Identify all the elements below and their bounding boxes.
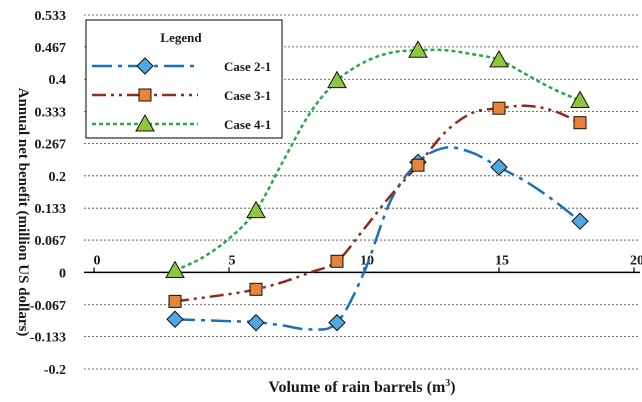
legend-marker: [136, 57, 154, 75]
y-tick-label: 0.533: [35, 9, 67, 24]
legend-label: Case 2-1: [224, 59, 271, 74]
legend-marker: [138, 88, 152, 102]
y-axis-title: Annual net benefit (million US dollars): [15, 88, 31, 337]
data-point: [489, 49, 509, 68]
y-tick-label: 0.4: [49, 73, 67, 88]
data-point: [328, 313, 346, 332]
y-tick-label: -0.2: [44, 363, 66, 378]
legend-title: Legend: [160, 30, 202, 45]
x-axis-title: Volume of rain barrels (m3): [268, 378, 455, 396]
data-point: [249, 282, 263, 296]
x-tick-label: 20: [630, 253, 642, 268]
data-point: [327, 70, 347, 89]
data-point: [571, 212, 589, 230]
series-markers: [165, 40, 590, 332]
data-point: [411, 158, 425, 172]
legend: Legend Case 2-1 Case 3-1 Case 4-1: [85, 19, 283, 139]
y-tick-label: -0.067: [30, 299, 66, 314]
y-tick-label: 0.133: [35, 202, 67, 217]
data-point: [570, 90, 590, 108]
data-point: [330, 254, 344, 268]
legend-label: Case 3-1: [224, 88, 271, 103]
legend-entries: Case 2-1 Case 3-1 Case 4-1: [92, 57, 271, 132]
data-point: [166, 310, 184, 328]
y-tick-label: 0.267: [35, 137, 67, 152]
y-tick-label: -0.133: [30, 331, 66, 346]
legend-label: Case 4-1: [224, 117, 271, 132]
data-point: [165, 260, 185, 278]
data-point: [492, 101, 506, 115]
data-point: [246, 200, 266, 219]
y-tick-label: 0.2: [49, 170, 67, 185]
series-lines: [174, 48, 581, 331]
data-point: [247, 313, 265, 332]
x-tick-label: 10: [360, 253, 374, 268]
series-line: [174, 48, 581, 272]
x-tick-label: 5: [229, 253, 236, 268]
y-tick-label: 0.467: [35, 41, 67, 56]
series-line: [174, 146, 581, 331]
y-tick-label: 0.333: [35, 106, 67, 121]
y-tick-labels: 0.533 0.467 0.4 0.333 0.267 0.2 0.133 0.067 0 -0.…: [30, 9, 66, 378]
legend-marker: [135, 113, 155, 132]
data-point: [408, 40, 428, 58]
y-tick-label: 0.067: [35, 234, 67, 249]
x-tick-label: 15: [495, 253, 509, 268]
data-point: [490, 158, 508, 176]
data-point: [168, 294, 182, 308]
legend-box: [85, 19, 283, 139]
y-tick-label: 0: [59, 266, 66, 281]
data-point: [573, 116, 587, 130]
series-line: [174, 104, 581, 303]
x-tick-label: 0: [94, 253, 101, 268]
